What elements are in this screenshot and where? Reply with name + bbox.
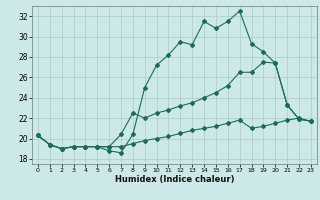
X-axis label: Humidex (Indice chaleur): Humidex (Indice chaleur) [115,175,234,184]
